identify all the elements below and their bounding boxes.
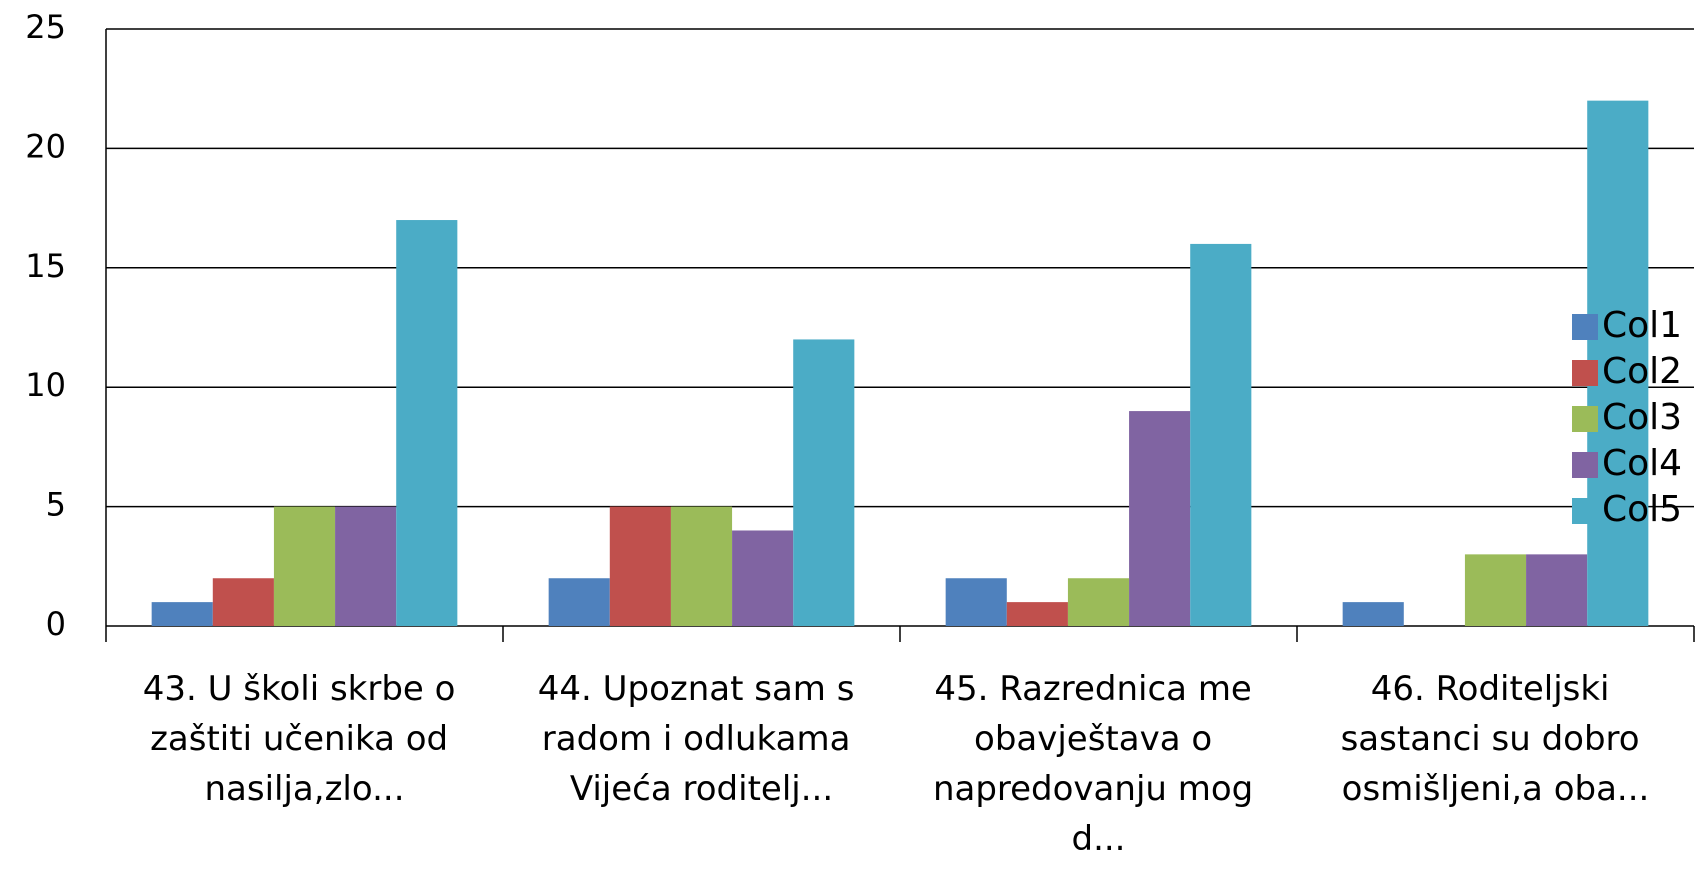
legend-swatch bbox=[1572, 452, 1598, 478]
bar bbox=[793, 339, 855, 626]
bar bbox=[273, 506, 336, 626]
y-tick-label: 0 bbox=[46, 605, 66, 643]
x-tick-label: 44. Upoznat sam s radom i odlukama Vijeć… bbox=[538, 669, 866, 809]
y-tick-label: 5 bbox=[46, 486, 66, 524]
y-tick-label: 15 bbox=[25, 247, 66, 285]
bar bbox=[151, 602, 213, 626]
legend-label: Col1 bbox=[1602, 305, 1682, 346]
legend-label: Col4 bbox=[1602, 443, 1682, 484]
legend-label: Col2 bbox=[1602, 351, 1682, 392]
legend-swatch bbox=[1572, 360, 1598, 386]
bar bbox=[732, 530, 794, 626]
y-tick-label: 25 bbox=[25, 8, 66, 46]
x-tick-label: 43. U školi skrbe o zaštiti učenika od n… bbox=[143, 669, 467, 809]
bar bbox=[396, 220, 458, 627]
y-tick-label: 20 bbox=[25, 127, 66, 165]
x-tick-label: 45. Razrednica me obavještava o napredov… bbox=[933, 669, 1264, 859]
x-tick-label: 46. Roditeljski sastanci su dobro osmišl… bbox=[1341, 669, 1651, 809]
bar bbox=[670, 506, 733, 626]
bar bbox=[1526, 554, 1588, 626]
legend-swatch bbox=[1572, 314, 1598, 340]
bar bbox=[1342, 602, 1404, 626]
bar bbox=[609, 506, 671, 626]
bar bbox=[548, 578, 610, 626]
bar bbox=[1190, 243, 1252, 627]
legend-swatch bbox=[1572, 498, 1598, 524]
y-tick-label: 10 bbox=[25, 366, 66, 404]
bar bbox=[212, 578, 274, 626]
bar bbox=[1464, 554, 1527, 626]
legend-label: Col3 bbox=[1602, 397, 1682, 438]
bar bbox=[945, 578, 1007, 626]
bar bbox=[1006, 602, 1068, 626]
legend-swatch bbox=[1572, 406, 1598, 432]
legend-label: Col5 bbox=[1602, 489, 1682, 530]
bar bbox=[335, 506, 397, 626]
bar bbox=[1129, 411, 1191, 626]
bar bbox=[1067, 578, 1130, 626]
